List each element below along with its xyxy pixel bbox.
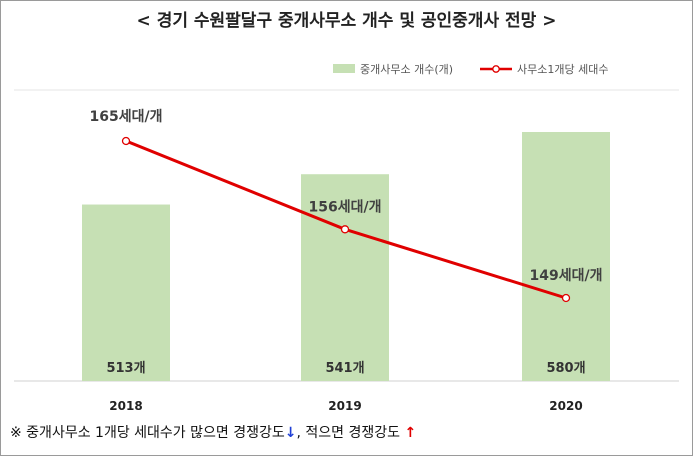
chart-title: < 경기 수원팔달구 중개사무소 개수 및 공인중개사 전망 >: [136, 11, 557, 31]
line-label-2019: 156세대/개: [309, 199, 382, 215]
line-point-2020: [561, 293, 571, 303]
legend-bar-swatch: [333, 64, 355, 73]
bar-2020: [522, 132, 610, 381]
legend-line-label: 사무소1개당 세대수: [517, 63, 608, 76]
bar-label-2018: 513개: [106, 361, 145, 376]
line-point-2018: [121, 136, 131, 146]
line-label-2020: 149세대/개: [530, 268, 603, 284]
arrow-down-icon: ↓: [284, 425, 297, 441]
bar-2018: [82, 204, 170, 381]
legend-bar-label: 중개사무소 개수(개): [360, 63, 453, 76]
bar-2019: [301, 174, 389, 381]
line-label-2018: 165세대/개: [90, 109, 163, 125]
arrow-up-icon: ↑: [404, 425, 417, 441]
x-tick-2020: 2020: [549, 399, 582, 413]
bar-label-2020: 580개: [546, 361, 585, 376]
legend-line-marker: [492, 65, 500, 73]
footnote-middle: , 적으면 경쟁강도: [296, 425, 400, 441]
bar-label-2019: 541개: [325, 361, 364, 376]
x-tick-2019: 2019: [328, 399, 361, 413]
line-point-2019: [340, 225, 350, 234]
footnote: ※ 중개사무소 1개당 세대수가 많으면 경쟁강도↓, 적으면 경쟁강도 ↑: [10, 422, 416, 442]
footnote-prefix: ※ 중개사무소 1개당 세대수가 많으면 경쟁강도: [10, 425, 285, 441]
x-tick-2018: 2018: [109, 399, 142, 413]
